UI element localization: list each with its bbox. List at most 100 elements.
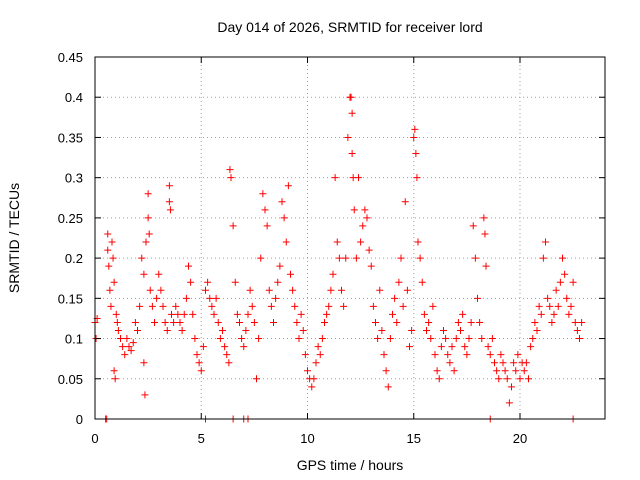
data-point [129, 339, 137, 347]
data-point [287, 270, 294, 278]
data-point [548, 318, 556, 326]
data-point [165, 182, 173, 190]
data-point [516, 375, 524, 383]
data-point [554, 302, 562, 310]
y-axis-label: SRMTID / TECUs [6, 183, 22, 293]
data-point [363, 214, 371, 222]
data-point [278, 198, 286, 206]
data-point [520, 367, 528, 375]
data-point [335, 254, 343, 262]
data-point [505, 399, 513, 407]
data-point [109, 254, 117, 262]
data-point [246, 286, 254, 294]
data-point [204, 278, 212, 286]
data-point [244, 310, 252, 318]
data-point [411, 125, 419, 133]
data-point [569, 278, 577, 286]
data-point [282, 238, 290, 246]
data-point [539, 254, 547, 262]
data-point [261, 206, 269, 214]
data-point [333, 238, 341, 246]
data-point [478, 335, 486, 343]
data-point [293, 318, 301, 326]
data-point [248, 302, 256, 310]
data-point [110, 367, 118, 375]
x-tick-label: 5 [198, 431, 205, 446]
data-point [552, 286, 560, 294]
data-point [127, 347, 135, 355]
data-point [576, 335, 583, 343]
data-point [393, 318, 401, 326]
data-point [304, 367, 311, 375]
data-point [448, 343, 456, 351]
data-point [170, 318, 178, 326]
data-point [165, 198, 173, 206]
data-point [227, 174, 235, 182]
data-point [134, 327, 141, 335]
data-point [110, 278, 118, 286]
data-point [104, 246, 112, 254]
data-point [369, 302, 377, 310]
data-point [433, 367, 441, 375]
axis-ticks: 0 0.05 0.1 0.15 0.2 0.25 0.3 0.35 0.4 0.45 0 5 10 15 2… [58, 50, 605, 446]
y-tick-label: 0.35 [58, 130, 83, 145]
data-point [301, 351, 309, 359]
data-point [193, 351, 201, 359]
x-tick-label: 15 [407, 431, 421, 446]
data-point [180, 310, 188, 318]
data-point [151, 318, 158, 326]
data-point [316, 351, 324, 359]
data-point [206, 294, 214, 302]
data-point [344, 133, 352, 141]
data-point [529, 335, 537, 343]
data-point [185, 262, 192, 270]
data-point [501, 367, 509, 375]
data-point [223, 351, 231, 359]
data-point [178, 327, 186, 335]
data-point [450, 367, 458, 375]
data-point [403, 286, 411, 294]
data-point [257, 254, 265, 262]
data-point [274, 278, 282, 286]
data-point [423, 327, 430, 335]
data-point [168, 310, 175, 318]
data-point [265, 286, 273, 294]
x-axis-label: GPS time / hours [297, 457, 404, 473]
data-point [131, 318, 139, 326]
data-point [469, 222, 477, 230]
data-point [429, 302, 437, 310]
data-point [125, 343, 133, 351]
data-point [284, 182, 292, 190]
data-point [537, 310, 545, 318]
data-point [384, 383, 392, 391]
data-point [263, 222, 271, 230]
data-point [474, 294, 481, 302]
data-point [444, 351, 452, 359]
data-point [107, 302, 115, 310]
data-point [157, 286, 165, 294]
data-point [331, 174, 339, 182]
y-tick-label: 0.15 [58, 291, 83, 306]
data-point [144, 190, 152, 198]
data-point [486, 351, 494, 359]
data-point [145, 230, 153, 238]
data-point [148, 302, 156, 310]
data-point [355, 174, 362, 182]
data-point [347, 93, 355, 101]
data-point [495, 375, 503, 383]
data-point [280, 214, 288, 222]
data-point [342, 254, 350, 262]
data-point [219, 327, 226, 335]
data-point [318, 335, 326, 343]
data-point [242, 327, 250, 335]
data-point [276, 262, 284, 270]
data-point [114, 327, 122, 335]
data-point [420, 310, 428, 318]
data-point [357, 238, 365, 246]
data-point [542, 238, 549, 246]
data-point [367, 262, 375, 270]
data-point [508, 383, 515, 391]
data-point [427, 335, 435, 343]
data-point [431, 351, 439, 359]
data-point [348, 109, 356, 117]
